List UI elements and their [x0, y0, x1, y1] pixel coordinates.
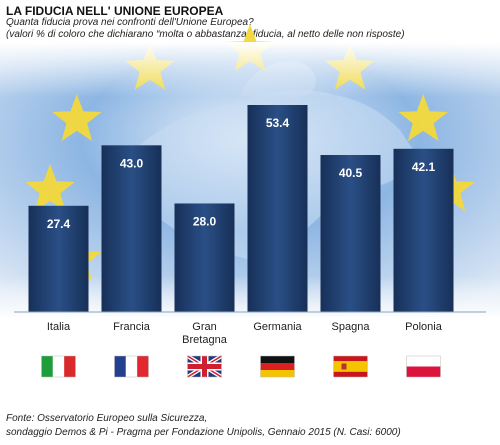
- italy-flag-icon: [41, 355, 76, 378]
- bar-spagna: [320, 155, 381, 312]
- x-tick-label: Polonia: [405, 321, 443, 333]
- source-line-2: sondaggio Demos & Pi - Pragma per Fondaz…: [6, 427, 401, 438]
- bar-germania: [247, 105, 308, 312]
- x-tick-label: Italia: [47, 321, 71, 333]
- bar-polonia: [393, 148, 454, 312]
- x-tick-label: Spagna: [332, 321, 371, 333]
- x-tick-label: Bretagna: [182, 334, 228, 346]
- value-label: 43.0: [120, 156, 144, 170]
- bar-italia: [28, 205, 89, 312]
- value-label: 40.5: [339, 166, 363, 180]
- germany-flag-icon: [260, 355, 295, 378]
- value-label: 42.1: [412, 160, 436, 174]
- value-label: 27.4: [47, 217, 71, 231]
- chart-note: (valori % di coloro che dichiarano “molt…: [6, 29, 405, 40]
- x-tick-label: Germania: [253, 321, 302, 333]
- x-tick-label: Francia: [113, 321, 151, 333]
- value-label: 53.4: [266, 116, 290, 130]
- chart-title: LA FIDUCIA NELL' UNIONE EUROPEA: [6, 4, 224, 18]
- uk-flag-icon: [186, 354, 223, 379]
- spain-flag-icon: [333, 355, 368, 378]
- chart-subtitle: Quanta fiducia prova nei confronti dell'…: [6, 17, 254, 28]
- source-line-1: Fonte: Osservatorio Europeo sulla Sicure…: [6, 413, 208, 424]
- x-tick-label: Gran: [192, 321, 216, 333]
- bar-francia: [101, 145, 162, 312]
- bar-gran-bretagna: [174, 203, 235, 312]
- france-flag-icon: [114, 355, 149, 378]
- poland-flag-icon: [406, 355, 441, 378]
- value-label: 28.0: [193, 214, 217, 228]
